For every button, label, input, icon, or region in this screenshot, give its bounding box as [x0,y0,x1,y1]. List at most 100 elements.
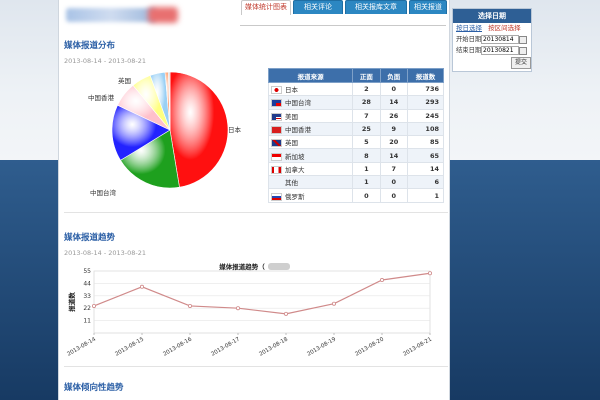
total-cell: 293 [406,95,445,110]
section-title-sentiment: 媒体倾向性趋势 [64,383,124,393]
y-tick-label: 33 [83,293,91,300]
tab-related-comments[interactable]: 相关评论 [293,0,343,14]
negative-cell: 14 [379,95,408,110]
plot-area [93,270,431,334]
select-by-day-link[interactable]: 按日选择 [456,24,482,32]
x-tick-label: 2013-08-16 [162,336,193,357]
source-name: 美国 [285,112,298,121]
x-tick-label: 2013-08-18 [258,336,289,357]
total-cell: 14 [406,161,445,177]
table-row: 日本 2 0 736 [267,81,445,97]
table-row: 加拿大 1 7 14 [267,161,445,177]
section-divider [64,366,448,367]
negative-cell: 9 [379,121,408,137]
pie-slice [120,129,180,189]
negative-cell: 0 [379,175,408,190]
trend-line [93,272,431,315]
section-divider [64,212,448,213]
source-cell: 其他 [267,175,354,190]
total-cell: 245 [406,108,445,123]
x-tick-label: 2013-08-14 [66,336,97,357]
negative-cell: 26 [379,108,408,123]
positive-cell: 5 [352,135,381,150]
tab-related-reports[interactable]: 相关报道 [409,0,447,14]
positive-cell: 28 [352,95,381,110]
data-point [379,278,384,283]
positive-cell: 7 [352,108,381,123]
x-tick-label: 2013-08-19 [306,336,337,357]
media-source-table: 报道来源 正面 负面 报道数 日本 2 0 736 中国台湾 28 14 293 美国 7 26 24… [267,68,445,203]
source-cell: 俄罗斯 [267,188,354,203]
y-axis-label: 报道数 [67,292,76,312]
table-row: 新加坡 8 14 65 [267,148,445,163]
canada-flag-icon [271,165,282,174]
pie-slice [111,104,171,161]
total-cell: 65 [406,148,445,163]
date-picker-panel: 选择日期 按日选择 按区间选择 开始日期 结束日期 提交 [452,8,532,72]
total-cell: 1 [406,188,445,203]
site-logo-mark [148,7,178,23]
source-name: 中国台湾 [285,99,311,108]
calendar-icon[interactable] [519,36,527,44]
source-cell: 中国香港 [267,121,354,137]
source-cell: 日本 [267,81,354,97]
positive-cell: 1 [352,175,381,190]
total-cell: 108 [406,121,445,137]
negative-cell: 14 [379,148,408,163]
total-cell: 85 [406,135,445,150]
date-range-distribution: 2013-08-14 - 2013-08-21 [64,57,147,65]
x-tick-label: 2013-08-20 [354,336,385,357]
data-point [283,311,288,316]
calendar-icon[interactable] [519,47,527,55]
table-row: 美国 7 26 245 [267,108,445,123]
source-cell: 英国 [267,135,354,150]
uk-flag-icon [271,139,282,148]
source-name: 中国香港 [285,126,311,135]
y-tick-label: 11 [83,318,91,325]
source-name: 其他 [285,179,298,188]
none-flag-icon [271,179,282,187]
chart-title: 媒体报道趋势（ [219,262,265,271]
data-point [91,303,96,308]
section-title-trend: 媒体报道趋势 [64,233,116,243]
data-point [188,303,193,308]
y-tick-label: 44 [83,280,91,287]
russia-flag-icon [271,192,282,201]
table-header-total: 报道数 [406,68,445,83]
positive-cell: 2 [352,81,381,97]
negative-cell: 7 [379,161,408,177]
section-title-distribution: 媒体报道分布 [64,41,116,51]
tab-media-charts[interactable]: 媒体统计图表 [241,0,291,15]
source-name: 加拿大 [285,165,305,174]
total-cell: 6 [406,175,445,190]
y-tick-label: 22 [83,305,91,312]
table-row: 中国香港 25 9 108 [267,121,445,137]
total-cell: 736 [406,81,445,97]
table-header-negative: 负面 [379,68,408,83]
source-name: 英国 [285,139,298,148]
table-header-source: 报道来源 [267,68,354,83]
tab-related-articles[interactable]: 相关报库文章 [345,0,407,14]
data-point [427,271,432,276]
y-tick-label: 55 [83,268,91,275]
select-by-range-link[interactable]: 按区间选择 [488,24,521,32]
source-cell: 中国台湾 [267,95,354,110]
end-date-input[interactable] [481,46,519,55]
x-tick-label: 2013-08-21 [402,337,433,358]
table-row: 英国 5 20 85 [267,135,445,150]
singapore-flag-icon [271,152,282,161]
positive-cell: 25 [352,121,381,137]
table-header-positive: 正面 [352,68,381,83]
x-tick-label: 2013-08-17 [210,336,241,357]
blurred-keyword [268,263,290,270]
table-row: 中国台湾 28 14 293 [267,95,445,110]
positive-cell: 1 [352,161,381,177]
submit-button[interactable]: 提交 [511,57,531,69]
source-name: 俄罗斯 [285,192,305,201]
data-point [331,301,336,306]
start-date-input[interactable] [481,35,519,44]
source-name: 新加坡 [285,152,305,161]
site-logo [66,8,156,22]
negative-cell: 0 [379,81,408,97]
japan-flag-icon [271,86,282,95]
